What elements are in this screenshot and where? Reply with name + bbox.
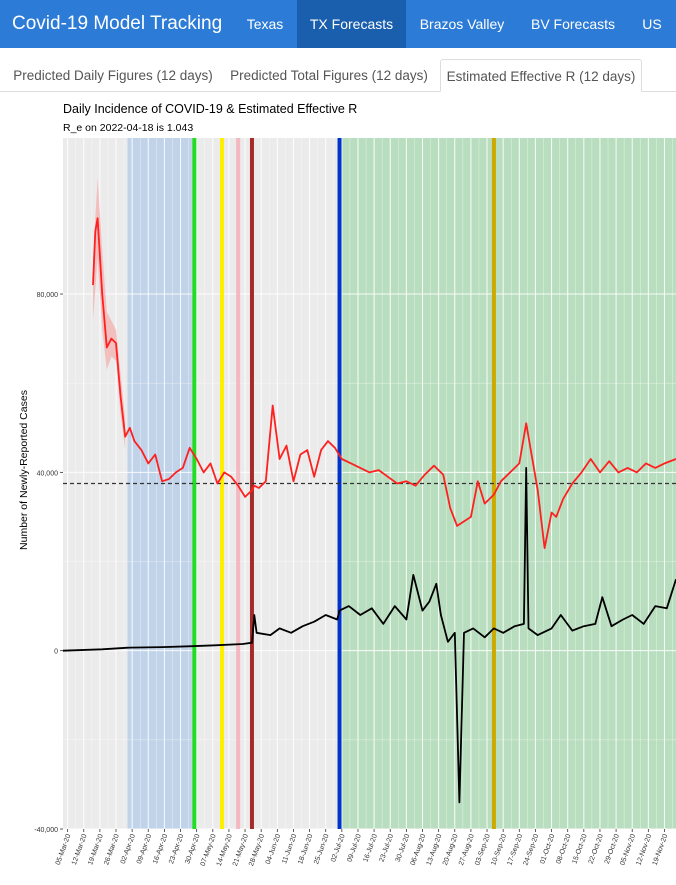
x-tick-label: 22-Oct-20 — [588, 833, 605, 865]
tab-estimated-effective-r[interactable]: Estimated Effective R (12 days) — [440, 59, 642, 92]
y-tick-label: 40,000 — [37, 470, 59, 477]
x-tick-label: 21-May-20 — [232, 833, 250, 867]
y-axis-label: Number of Newly-Reported Cases — [18, 390, 30, 550]
series-line-red — [92, 217, 676, 550]
x-tick-label: 23-Jul-20 — [379, 833, 396, 863]
x-tick-label: 01-Oct-20 — [539, 833, 556, 865]
x-tick-label: 11-Jun-20 — [281, 833, 298, 865]
x-tick-label: 13-Aug-20 — [426, 833, 444, 866]
navbar: Covid-19 Model Tracking Texas TX Forecas… — [0, 0, 676, 48]
chart: Daily Incidence of COVID-19 & Estimated … — [18, 102, 676, 867]
y-tick-label: -40,000 — [34, 827, 58, 834]
nav-us[interactable]: US — [642, 16, 662, 32]
tab-bar: Predicted Daily Figures (12 days) Predic… — [0, 59, 676, 92]
x-tick-label: 09-Jul-20 — [346, 833, 363, 863]
x-tick-label: 09-Apr-20 — [136, 833, 153, 865]
nav-bv-forecasts[interactable]: BV Forecasts — [530, 16, 616, 32]
chart-title: Daily Incidence of COVID-19 & Estimated … — [63, 102, 357, 116]
x-tick-label: 02-Apr-20 — [120, 833, 137, 865]
plot-area: -40,000040,00080,00005-Mar-2012-Mar-2019… — [34, 138, 676, 867]
x-tick-label: 12-Mar-20 — [71, 833, 89, 866]
series-line-black — [62, 466, 676, 804]
x-tick-label: 17-Sep-20 — [506, 833, 524, 866]
x-tick-label: 28-May-20 — [248, 833, 266, 867]
x-tick-label: 27-Aug-20 — [458, 833, 476, 866]
x-tick-label: 19-Nov-20 — [652, 833, 670, 866]
app-title[interactable]: Covid-19 Model Tracking — [12, 13, 223, 34]
x-tick-label: 10-Sep-20 — [490, 833, 508, 866]
x-tick-label: 18-Jun-20 — [297, 833, 314, 865]
x-tick-label: 06-Aug-20 — [410, 833, 428, 866]
y-tick-label: 80,000 — [37, 292, 59, 299]
x-tick-label: 23-Apr-20 — [168, 833, 185, 865]
x-tick-label: 20-Aug-20 — [442, 833, 460, 866]
x-tick-label: 08-Oct-20 — [555, 833, 572, 865]
tab-predicted-daily[interactable]: Predicted Daily Figures (12 days) — [13, 68, 213, 83]
x-tick-label: 16-Apr-20 — [152, 833, 169, 865]
nav-tx-forecasts[interactable]: TX Forecasts — [297, 0, 406, 48]
x-tick-label: 19-Mar-20 — [87, 833, 105, 866]
x-tick-label: 25-Jun-20 — [313, 833, 330, 865]
x-tick-label: 04-Jun-20 — [265, 833, 282, 865]
x-tick-label: 24-Sep-20 — [523, 833, 541, 866]
x-tick-label: 15-Oct-20 — [571, 833, 588, 865]
x-tick-label: 05-Mar-20 — [55, 833, 73, 866]
x-tick-label: 30-Jul-20 — [395, 833, 412, 863]
x-tick-label: 16-Jul-20 — [362, 833, 379, 863]
x-tick-label: 30-Apr-20 — [184, 833, 201, 865]
x-tick-label: 07-May-20 — [200, 833, 218, 867]
x-tick-label: 12-Nov-20 — [635, 833, 653, 866]
confidence-band — [93, 178, 126, 451]
x-tick-label: 26-Mar-20 — [103, 833, 121, 866]
x-tick-label: 03-Sep-20 — [474, 833, 492, 866]
x-tick-label: 29-Oct-20 — [604, 833, 621, 865]
x-tick-label: 02-Jul-20 — [330, 833, 347, 863]
nav-brazos-valley[interactable]: Brazos Valley — [419, 16, 505, 32]
chart-subtitle: R_e on 2022-04-18 is 1.043 — [63, 122, 193, 134]
x-tick-label: 05-Nov-20 — [619, 833, 637, 866]
nav-texas[interactable]: Texas — [246, 16, 284, 32]
x-tick-label: 14-May-20 — [216, 833, 234, 867]
y-tick-label: 0 — [54, 649, 58, 656]
tab-predicted-total[interactable]: Predicted Total Figures (12 days) — [230, 68, 428, 83]
